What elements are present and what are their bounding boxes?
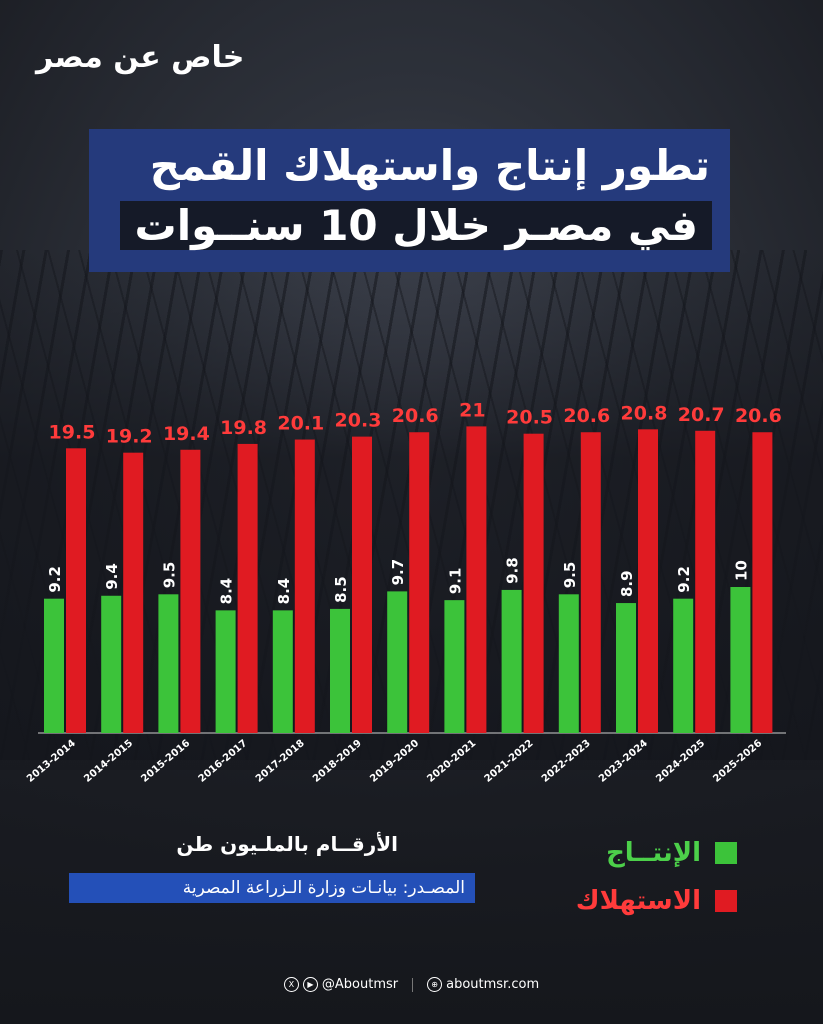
x-tick-label: 2019-2020 xyxy=(368,738,421,785)
legend-consumption-swatch xyxy=(715,890,737,912)
consumption-value-label: 19.8 xyxy=(220,417,267,439)
source-note: المصـدر: بيانـات وزارة الـزراعة المصرية xyxy=(69,873,475,903)
x-tick-label: 2020-2021 xyxy=(425,738,478,785)
consumption-value-label: 19.5 xyxy=(49,421,96,443)
production-value-label: 8.5 xyxy=(332,576,350,603)
production-value-label: 8.9 xyxy=(618,570,636,597)
production-bar xyxy=(673,598,694,733)
consumption-value-label: 19.2 xyxy=(106,426,153,448)
x-icon[interactable]: X xyxy=(283,977,299,992)
consumption-value-label: 20.3 xyxy=(335,410,382,432)
website-url[interactable]: aboutmsr.com xyxy=(446,977,540,992)
production-value-label: 9.4 xyxy=(103,563,121,590)
production-value-label: 8.4 xyxy=(218,578,236,605)
production-bar xyxy=(272,610,293,733)
production-bar xyxy=(444,600,465,733)
x-tick-label: 2014-2015 xyxy=(82,738,135,785)
consumption-bar xyxy=(180,449,201,733)
production-bar xyxy=(616,603,636,733)
production-value-label: 8.4 xyxy=(275,578,293,605)
website-link[interactable]: ⊕ aboutmsr.com xyxy=(427,977,539,992)
consumption-value-label: 20.8 xyxy=(621,402,668,424)
production-value-label: 9.2 xyxy=(675,566,693,593)
production-value-label: 9.5 xyxy=(561,562,579,589)
consumption-value-label: 20.7 xyxy=(678,404,725,426)
production-bar xyxy=(558,594,579,733)
production-value-label: 9.8 xyxy=(504,557,522,584)
consumption-bar xyxy=(752,432,773,733)
x-tick-label: 2021-2022 xyxy=(483,738,536,785)
brand-logo: خاص عن مصر xyxy=(36,40,245,75)
production-value-label: 9.1 xyxy=(446,568,464,595)
globe-icon: ⊕ xyxy=(427,977,443,992)
youtube-icon[interactable]: ▶ xyxy=(302,977,318,992)
consumption-value-label: 20.1 xyxy=(277,413,324,435)
consumption-bar xyxy=(638,429,658,733)
consumption-bar xyxy=(237,443,258,733)
production-bar xyxy=(44,598,64,733)
footer-divider xyxy=(412,977,414,992)
consumption-bar xyxy=(695,430,716,733)
consumption-value-label: 20.6 xyxy=(735,405,782,427)
production-value-label: 9.5 xyxy=(160,562,178,589)
x-tick-label: 2025-2026 xyxy=(711,738,764,785)
unit-note: الأرقــام بالملـيون طن xyxy=(176,832,398,856)
consumption-value-label: 21 xyxy=(459,399,485,421)
production-bar xyxy=(158,594,179,733)
title-box: تطور إنتاج واستهلاك القمح في مصـر خلال 1… xyxy=(89,129,730,272)
x-tick-label: 2023-2024 xyxy=(597,738,650,785)
consumption-bar xyxy=(294,439,315,733)
production-value-label: 10 xyxy=(732,560,750,581)
legend-consumption: الاستهلاك xyxy=(576,886,737,916)
consumption-bar xyxy=(580,432,601,733)
production-value-label: 9.7 xyxy=(389,559,407,586)
consumption-value-label: 19.4 xyxy=(163,423,210,445)
chart-title-line1: تطور إنتاج واستهلاك القمح xyxy=(149,141,710,190)
production-bar xyxy=(387,591,408,733)
chart-title-line2: في مصـر خلال 10 سنــوات xyxy=(120,201,712,250)
x-tick-label: 2016-2017 xyxy=(197,738,250,785)
x-tick-label: 2017-2018 xyxy=(254,738,307,785)
production-value-label: 9.2 xyxy=(46,566,64,593)
x-tick-label: 2024-2025 xyxy=(654,738,707,785)
consumption-bar xyxy=(352,436,372,733)
production-bar xyxy=(730,587,751,733)
production-bar xyxy=(215,610,236,733)
legend-consumption-label: الاستهلاك xyxy=(575,886,701,916)
consumption-bar xyxy=(123,452,144,733)
bar-chart: 9.2 19.5 2013-2014 9.4 19.2 2014-2015 9.5 19.4 2… xyxy=(25,399,786,785)
legend-production: الإنتــاج xyxy=(606,838,737,868)
x-tick-label: 2013-2014 xyxy=(25,738,78,785)
footer: X ▶ @Aboutmsr ⊕ aboutmsr.com xyxy=(0,977,823,992)
social-handle[interactable]: @Aboutmsr xyxy=(321,977,399,992)
legend-production-label: الإنتــاج xyxy=(606,838,701,868)
production-bar xyxy=(330,608,350,733)
x-tick-label: 2015-2016 xyxy=(139,738,192,785)
production-bar xyxy=(101,595,122,733)
x-tick-label: 2018-2019 xyxy=(311,738,364,785)
consumption-bar xyxy=(523,433,544,733)
consumption-bar xyxy=(66,448,86,733)
consumption-value-label: 20.6 xyxy=(392,405,439,427)
consumption-bar xyxy=(466,426,487,733)
consumption-value-label: 20.6 xyxy=(563,405,610,427)
consumption-bar xyxy=(409,432,430,733)
consumption-value-label: 20.5 xyxy=(506,407,553,429)
social-icons: X ▶ @Aboutmsr xyxy=(283,977,399,992)
legend-production-swatch xyxy=(715,842,737,864)
x-tick-label: 2022-2023 xyxy=(540,738,593,785)
production-bar xyxy=(501,589,522,733)
